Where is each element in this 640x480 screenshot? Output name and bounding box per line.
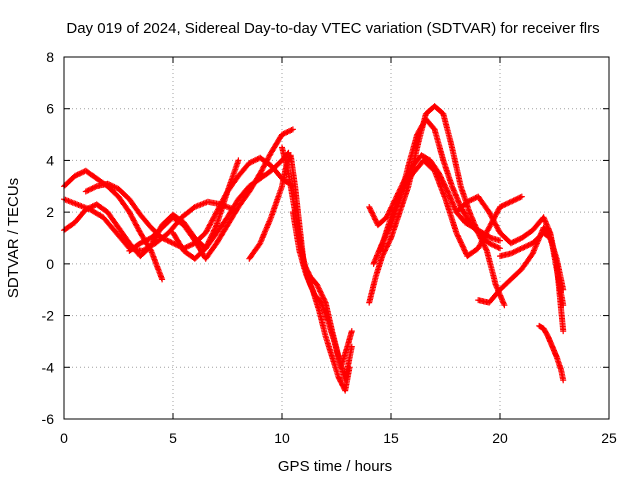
axes — [63, 56, 610, 420]
x-tick-label: 25 — [601, 430, 617, 446]
series-track-6 — [170, 149, 292, 262]
y-axis-label: SDTVAR / TECUs — [5, 178, 22, 298]
data-points — [279, 144, 355, 371]
series-track-9 — [289, 209, 353, 394]
data-points — [366, 103, 503, 306]
series-track-4 — [82, 154, 296, 252]
plot-border — [63, 56, 610, 420]
x-tick-label: 5 — [169, 430, 177, 446]
x-tick-label: 0 — [60, 430, 68, 446]
y-tick-label: 4 — [46, 152, 54, 168]
data-points — [536, 322, 567, 384]
y-tick-label: -4 — [42, 359, 55, 375]
y-tick-label: 6 — [46, 101, 54, 117]
data-points — [377, 157, 525, 260]
data-points — [170, 149, 292, 262]
y-tick-label: 8 — [46, 49, 54, 65]
x-tick-label: 10 — [274, 430, 290, 446]
y-tick-label: 2 — [46, 204, 54, 220]
x-tick-label: 15 — [383, 430, 399, 446]
data-points — [497, 229, 567, 293]
series-track-5 — [126, 126, 296, 262]
series-track-13 — [377, 157, 525, 260]
x-axis-label: GPS time / hours — [278, 458, 392, 475]
data-points — [289, 209, 353, 394]
tick-labels: 0 5 10 15 20 25 -6 -4 -2 0 2 4 6 8 — [42, 49, 617, 446]
y-tick-label: -6 — [42, 411, 55, 427]
series-track-16 — [497, 229, 567, 293]
y-tick-label: -2 — [42, 308, 55, 324]
data-series — [61, 103, 567, 394]
x-tick-label: 20 — [492, 430, 508, 446]
data-points — [82, 154, 296, 252]
y-tick-label: 0 — [46, 256, 54, 272]
series-track-17 — [536, 322, 567, 384]
series-track-10 — [366, 103, 503, 306]
series-track-8 — [279, 144, 355, 371]
chart-title: Day 019 of 2024, Sidereal Day-to-day VTE… — [66, 20, 599, 37]
data-points — [126, 126, 296, 262]
